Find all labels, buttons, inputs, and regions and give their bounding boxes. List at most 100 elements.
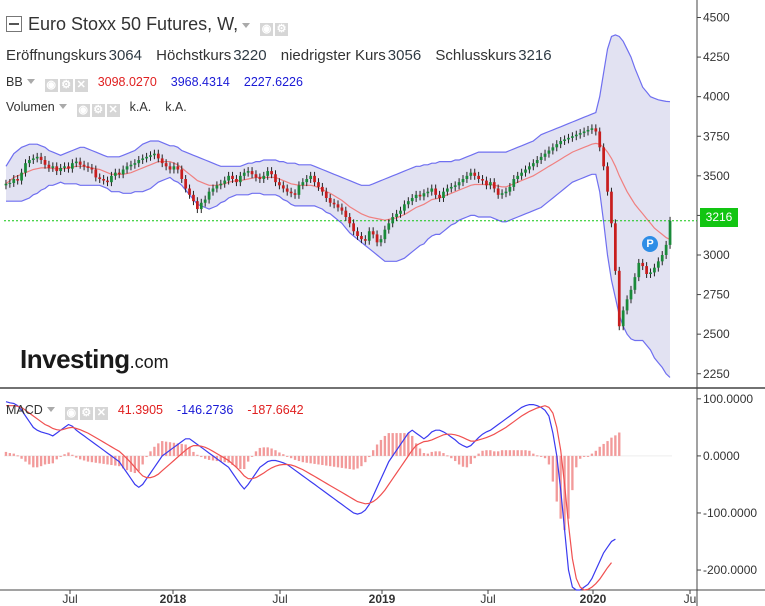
- macd-hist-bar: [508, 450, 512, 456]
- macd-hist-bar: [192, 451, 195, 456]
- macd-hist-bar: [20, 455, 23, 459]
- candle-body: [367, 231, 371, 241]
- bb-dropdown-icon[interactable]: [26, 79, 35, 84]
- macd-hist-bar: [539, 455, 543, 457]
- candle-body: [555, 144, 559, 148]
- macd-hist-bar: [364, 455, 367, 463]
- bb-settings-icon[interactable]: ⚙: [59, 79, 73, 92]
- macd-hist-bar: [555, 455, 558, 502]
- candle-body: [547, 150, 551, 154]
- macd-hist-bar: [24, 455, 27, 462]
- candle-body: [559, 141, 563, 145]
- macd-hist-bar: [153, 446, 156, 456]
- macd-hist-bar: [317, 455, 320, 465]
- candle-body: [387, 223, 391, 230]
- macd-hist-bar: [411, 435, 414, 456]
- macd-label: MACD: [6, 403, 43, 417]
- candle-body: [449, 186, 453, 189]
- candle-body: [106, 180, 109, 183]
- candle-body: [434, 188, 438, 195]
- candle-body: [664, 244, 668, 255]
- macd-hist-bar: [293, 455, 297, 460]
- candle-body: [442, 191, 445, 198]
- macd-pane: [4, 401, 672, 591]
- candle-body: [512, 179, 516, 187]
- macd-hist-bar: [329, 455, 332, 467]
- macd-hist-bar: [51, 455, 55, 464]
- macd-hist-bar: [137, 455, 140, 472]
- macd-hist-bar: [71, 454, 74, 456]
- settings-icon[interactable]: ⚙: [275, 23, 289, 36]
- macd-hist-bar: [450, 455, 453, 459]
- volume-legend: Volumen ◉ ⚙ ✕ k.A. k.A.: [6, 100, 201, 117]
- candle-body: [141, 158, 145, 160]
- macd-hist-bar: [414, 443, 418, 456]
- candle-body: [254, 174, 258, 178]
- time-tick-label: Jul: [62, 592, 77, 606]
- candle-body: [133, 163, 137, 165]
- macd-hist-bar: [211, 455, 215, 461]
- last-price-tag: 3216: [700, 208, 738, 227]
- macd-hist-bar: [75, 455, 78, 458]
- time-tick-label: 2018: [160, 592, 187, 606]
- macd-hist-bar: [278, 452, 281, 456]
- candle-body: [473, 172, 477, 176]
- candle-body: [422, 193, 426, 197]
- macd-hist-bar: [28, 455, 31, 465]
- candle-body: [160, 158, 164, 164]
- candle-body: [668, 220, 672, 245]
- candle-body: [219, 183, 223, 186]
- macd-hist-bar: [12, 453, 15, 456]
- macd-visibility-icon[interactable]: ◉: [64, 407, 78, 420]
- collapse-icon[interactable]: [6, 16, 22, 32]
- low-value: 3056: [387, 47, 422, 64]
- macd-tick-label: -200.0000: [703, 563, 757, 577]
- macd-hist-value: 41.3905: [117, 403, 163, 417]
- candle-body: [43, 160, 47, 165]
- candle-body: [321, 186, 324, 192]
- candle-body: [215, 185, 219, 189]
- macd-hist-bar: [67, 452, 70, 456]
- candle-body: [340, 207, 344, 211]
- price-tick-label: 4000: [703, 90, 730, 104]
- volume-dropdown-icon[interactable]: [58, 104, 67, 109]
- macd-dropdown-icon[interactable]: [46, 407, 55, 412]
- macd-settings-icon[interactable]: ⚙: [79, 407, 93, 420]
- price-tick-label: 2250: [703, 367, 730, 381]
- volume-settings-icon[interactable]: ⚙: [91, 104, 105, 117]
- macd-hist-bar: [200, 455, 203, 458]
- time-tick-label: 2019: [369, 592, 396, 606]
- candle-body: [414, 194, 418, 198]
- candle-body: [535, 160, 539, 164]
- title-dropdown-icon[interactable]: [242, 23, 251, 28]
- candle-body: [356, 231, 359, 236]
- candle-body: [51, 166, 55, 168]
- bb-visibility-icon[interactable]: ◉: [44, 79, 58, 92]
- candle-body: [301, 182, 305, 186]
- candle-body: [477, 175, 480, 179]
- price-tick-label: 3500: [703, 169, 730, 183]
- close-value: 3216: [518, 47, 552, 64]
- candle-body: [504, 191, 508, 194]
- macd-hist-bar: [430, 451, 433, 456]
- bb-close-icon[interactable]: ✕: [74, 79, 88, 92]
- macd-signal-line: [6, 405, 612, 591]
- volume-close-icon[interactable]: ✕: [106, 104, 120, 117]
- candle-body: [539, 156, 543, 160]
- candle-body: [270, 171, 273, 175]
- visibility-icon[interactable]: ◉: [260, 23, 274, 36]
- candle-body: [508, 186, 512, 192]
- macd-hist-bar: [352, 455, 355, 470]
- event-marker[interactable]: P: [642, 236, 658, 252]
- macd-hist-bar: [493, 451, 496, 456]
- candle-body: [446, 188, 449, 192]
- price-tick-label: 3750: [703, 129, 730, 143]
- macd-close-icon[interactable]: ✕: [94, 407, 108, 420]
- candle-body: [39, 156, 43, 160]
- macd-hist-bar: [528, 450, 531, 456]
- volume-visibility-icon[interactable]: ◉: [76, 104, 90, 117]
- macd-hist-bar: [309, 455, 312, 464]
- macd-hist-bar: [473, 455, 476, 459]
- macd-hist-bar: [121, 455, 125, 469]
- macd-hist-bar: [246, 455, 250, 462]
